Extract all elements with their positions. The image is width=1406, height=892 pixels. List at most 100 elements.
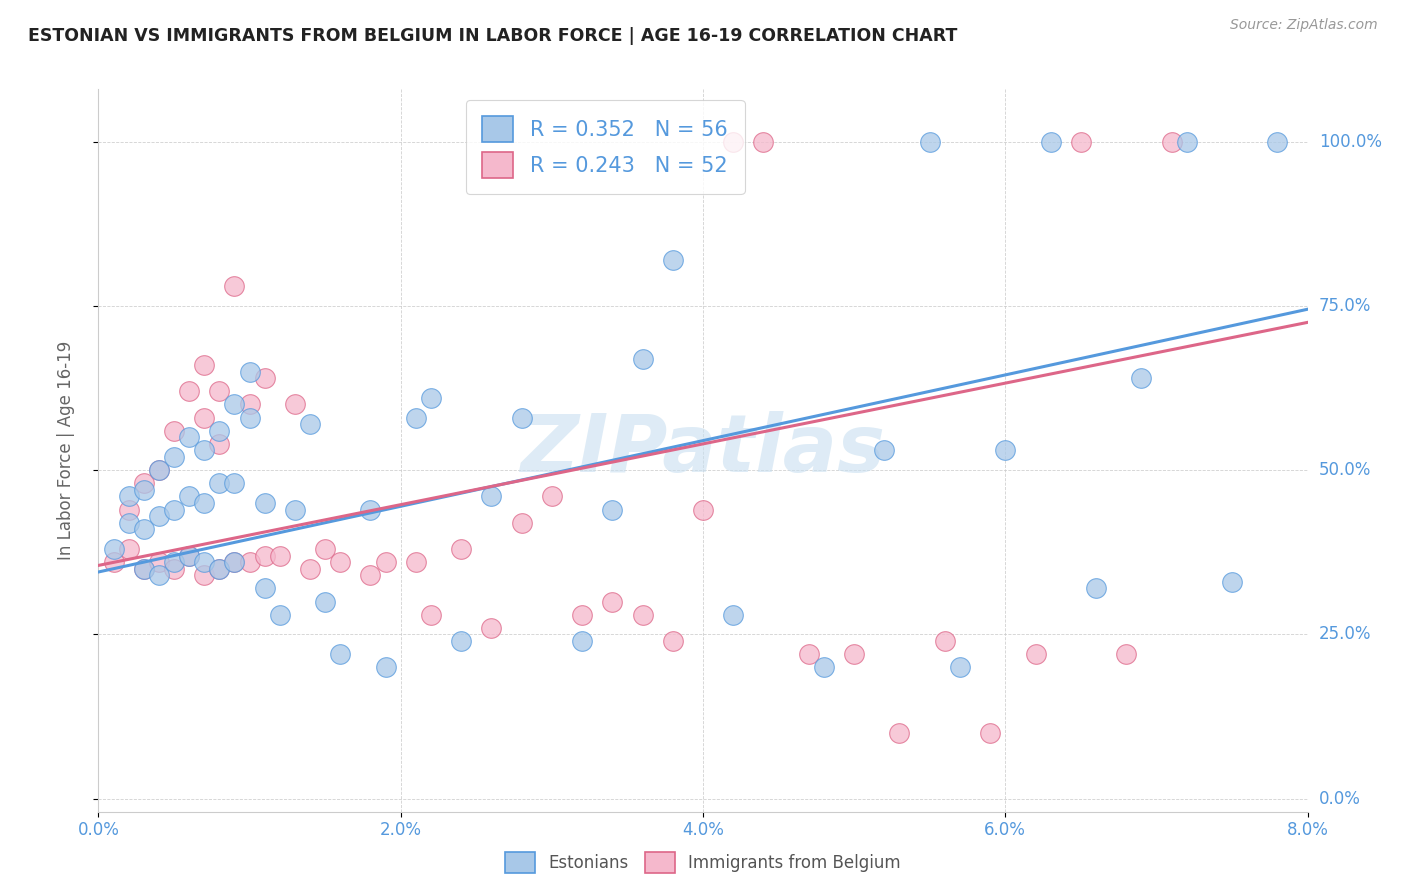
Point	[1115, 647, 1137, 661]
Point	[208, 384, 231, 399]
Point	[224, 555, 246, 569]
Point	[132, 562, 155, 576]
Text: ZIPatlas: ZIPatlas	[520, 411, 886, 490]
Point	[208, 437, 231, 451]
Point	[269, 549, 291, 563]
Point	[602, 502, 624, 516]
Point	[1175, 135, 1198, 149]
Point	[132, 522, 155, 536]
Point	[193, 443, 215, 458]
Point	[253, 549, 276, 563]
Point	[374, 660, 396, 674]
Point	[934, 634, 956, 648]
Point	[844, 647, 866, 661]
Point	[239, 397, 262, 411]
Point	[224, 476, 246, 491]
Point	[163, 450, 186, 464]
Text: Source: ZipAtlas.com: Source: ZipAtlas.com	[1230, 18, 1378, 32]
Point	[208, 476, 231, 491]
Point	[510, 516, 533, 530]
Legend: Estonians, Immigrants from Belgium: Estonians, Immigrants from Belgium	[498, 846, 908, 880]
Point	[420, 607, 443, 622]
Point	[118, 502, 141, 516]
Point	[224, 397, 246, 411]
Legend: R = 0.352   N = 56, R = 0.243   N = 52: R = 0.352 N = 56, R = 0.243 N = 52	[465, 100, 745, 194]
Y-axis label: In Labor Force | Age 16-19: In Labor Force | Age 16-19	[56, 341, 75, 560]
Point	[450, 634, 472, 648]
Point	[284, 397, 307, 411]
Point	[481, 621, 503, 635]
Point	[253, 371, 276, 385]
Point	[163, 502, 186, 516]
Point	[179, 384, 201, 399]
Point	[193, 410, 215, 425]
Text: 25.0%: 25.0%	[1319, 625, 1371, 643]
Point	[994, 443, 1017, 458]
Point	[918, 135, 941, 149]
Point	[873, 443, 896, 458]
Point	[752, 135, 775, 149]
Text: 100.0%: 100.0%	[1319, 133, 1382, 151]
Point	[253, 496, 276, 510]
Point	[284, 502, 307, 516]
Point	[450, 541, 472, 556]
Point	[723, 607, 745, 622]
Point	[239, 410, 262, 425]
Point	[148, 568, 170, 582]
Point	[208, 562, 231, 576]
Point	[103, 541, 125, 556]
Point	[405, 410, 427, 425]
Point	[299, 562, 322, 576]
Point	[179, 490, 201, 504]
Point	[405, 555, 427, 569]
Point	[208, 562, 231, 576]
Point	[723, 135, 745, 149]
Point	[224, 555, 246, 569]
Point	[797, 647, 820, 661]
Point	[889, 726, 911, 740]
Point	[540, 490, 562, 504]
Point	[179, 430, 201, 444]
Point	[510, 410, 533, 425]
Point	[813, 660, 835, 674]
Point	[481, 490, 503, 504]
Point	[329, 647, 352, 661]
Point	[148, 463, 170, 477]
Point	[1039, 135, 1062, 149]
Point	[132, 562, 155, 576]
Point	[148, 463, 170, 477]
Point	[1130, 371, 1153, 385]
Point	[148, 509, 170, 524]
Point	[239, 555, 262, 569]
Point	[163, 424, 186, 438]
Point	[1025, 647, 1047, 661]
Point	[420, 391, 443, 405]
Point	[314, 594, 336, 608]
Point	[631, 607, 654, 622]
Point	[179, 549, 201, 563]
Point	[224, 279, 246, 293]
Point	[360, 568, 382, 582]
Point	[1220, 574, 1243, 589]
Point	[360, 502, 382, 516]
Point	[949, 660, 972, 674]
Point	[239, 365, 262, 379]
Point	[118, 516, 141, 530]
Point	[1070, 135, 1092, 149]
Point	[374, 555, 396, 569]
Point	[103, 555, 125, 569]
Text: 50.0%: 50.0%	[1319, 461, 1371, 479]
Point	[631, 351, 654, 366]
Text: ESTONIAN VS IMMIGRANTS FROM BELGIUM IN LABOR FORCE | AGE 16-19 CORRELATION CHART: ESTONIAN VS IMMIGRANTS FROM BELGIUM IN L…	[28, 27, 957, 45]
Point	[571, 634, 593, 648]
Text: 75.0%: 75.0%	[1319, 297, 1371, 315]
Point	[1267, 135, 1289, 149]
Point	[132, 476, 155, 491]
Point	[571, 607, 593, 622]
Point	[661, 634, 683, 648]
Point	[602, 594, 624, 608]
Point	[1160, 135, 1182, 149]
Point	[661, 252, 683, 267]
Point	[193, 496, 215, 510]
Point	[979, 726, 1001, 740]
